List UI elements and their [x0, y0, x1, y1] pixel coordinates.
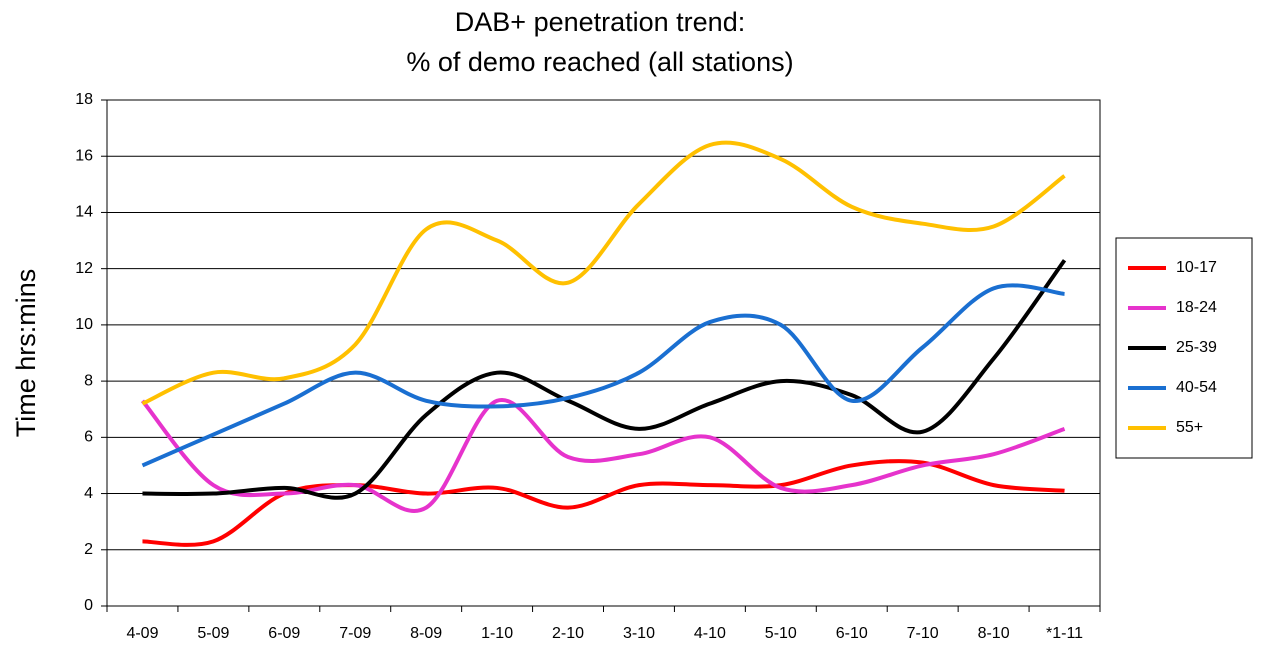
x-tick-label: 8-10: [978, 625, 1010, 642]
series-line: [142, 459, 1065, 547]
x-tick-label: 6-09: [268, 625, 300, 642]
series-line: [142, 259, 1067, 500]
x-tick-label: *1-11: [1046, 625, 1083, 642]
x-tick-label: 2-10: [552, 625, 584, 642]
legend-label: 25-39: [1176, 339, 1217, 356]
y-tick-label: 10: [75, 316, 93, 333]
x-tick-label: 7-10: [907, 625, 939, 642]
y-tick-label: 6: [84, 429, 93, 446]
x-tick-label: 3-10: [623, 625, 655, 642]
legend-label: 40-54: [1176, 379, 1217, 396]
x-tick-label: 8-09: [410, 625, 442, 642]
x-tick-label: 4-09: [126, 625, 158, 642]
series-line: [141, 283, 1065, 468]
plot-frame: [106, 99, 1101, 607]
x-tick-label: 6-10: [836, 625, 868, 642]
y-tick-label: 14: [75, 204, 93, 221]
x-tick-label: 5-09: [197, 625, 229, 642]
y-tick-label: 2: [84, 541, 93, 558]
y-axis-label: Time hrs:mins: [11, 269, 41, 438]
legend-label: 55+: [1176, 419, 1203, 436]
y-tick-label: 4: [84, 485, 93, 502]
series-line: [140, 398, 1066, 513]
y-tick-label: 18: [75, 91, 93, 108]
chart-title: DAB+ penetration trend:: [455, 7, 745, 37]
y-tick-label: 12: [75, 260, 93, 277]
series-line: [141, 140, 1066, 406]
x-tick-label: 5-10: [765, 625, 797, 642]
x-tick-label: 1-10: [481, 625, 513, 642]
y-tick-label: 0: [84, 597, 93, 614]
legend-label: 10-17: [1176, 259, 1217, 276]
chart-title: % of demo reached (all stations): [406, 47, 793, 77]
y-tick-label: 16: [75, 147, 93, 164]
x-tick-label: 4-10: [694, 625, 726, 642]
legend-label: 18-24: [1176, 299, 1217, 316]
y-tick-label: 8: [84, 372, 93, 389]
x-tick-label: 7-09: [339, 625, 371, 642]
